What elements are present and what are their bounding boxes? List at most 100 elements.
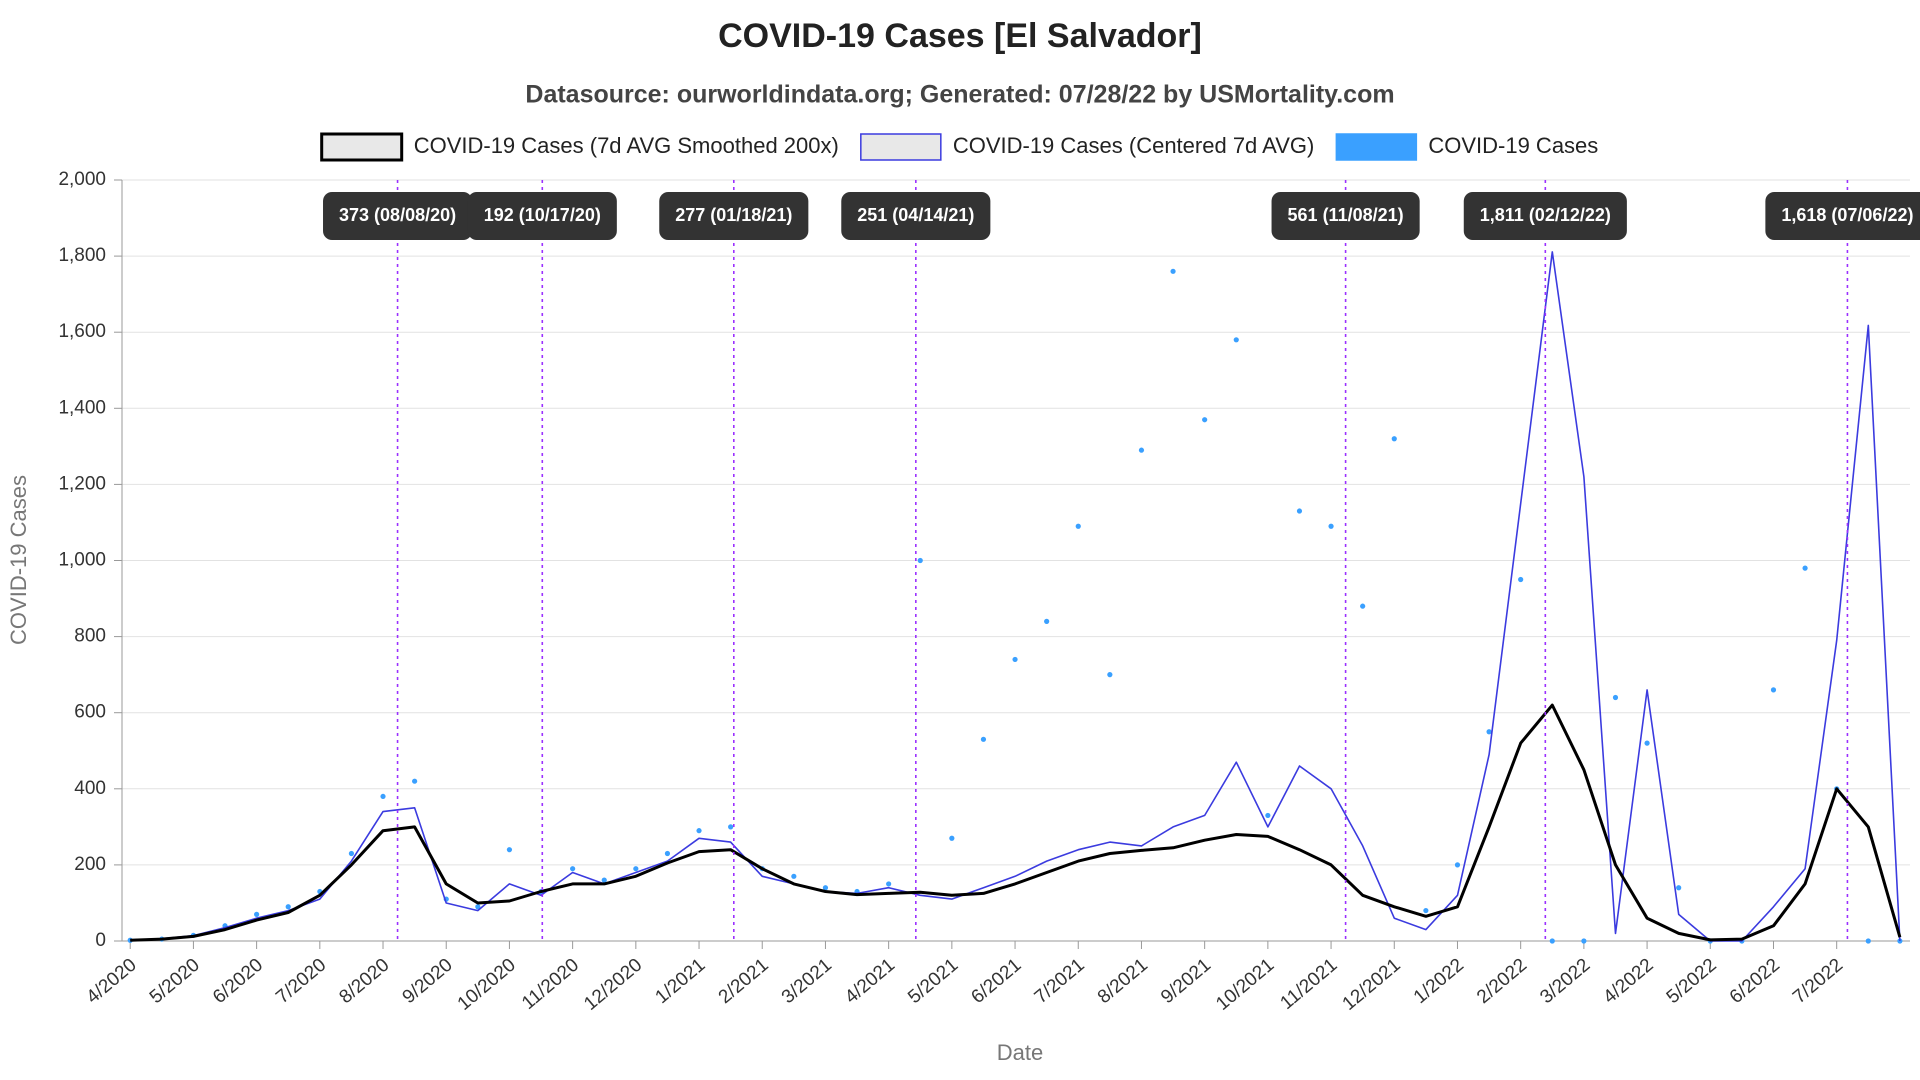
data-point [1360,603,1366,609]
y-tick-label: 1,800 [58,245,106,266]
legend-label: COVID-19 Cases [1428,133,1598,158]
data-point [1454,862,1461,868]
annotation: 277 (01/18/21) [659,192,809,240]
annotation-box [1271,192,1420,240]
annotation-box [841,192,991,240]
data-point [1612,694,1619,701]
x-tick-label: 11/2021 [1276,955,1341,1014]
legend-swatch [1335,133,1418,161]
data-point [254,911,260,917]
annotation-label: 251 (04/14/21) [857,205,974,225]
data-point [1581,938,1587,944]
x-tick-label: 5/2020 [146,955,204,1008]
x-tick-label: 3/2021 [778,955,836,1008]
data-point [886,881,892,887]
x-tick-label: 7/2021 [1031,955,1089,1008]
data-point [285,904,291,910]
annotation-box [467,192,617,240]
annotation-box [1463,192,1627,240]
legend: COVID-19 Cases (7d AVG Smoothed 200x) COV… [320,132,1598,162]
data-point [1265,812,1271,819]
x-tick-label: 4/2022 [1599,955,1657,1008]
data-point [822,885,829,891]
annotation: 192 (10/17/20) [467,192,617,240]
data-point [348,850,355,857]
annotation: 561 (11/08/21) [1271,192,1420,240]
data-point [1486,729,1492,735]
y-tick-label: 1,400 [58,397,106,418]
y-tick-label: 1,600 [58,321,106,342]
annotation-label: 277 (01/18/21) [675,205,792,225]
series-line [130,703,1902,942]
data-point [728,824,734,830]
y-tick-label: 1,000 [58,550,106,571]
annotation: 251 (04/14/21) [841,192,991,240]
annotation-label: 561 (11/08/21) [1288,205,1404,225]
annotation-label: 373 (08/08/20) [339,205,456,225]
data-point [1518,576,1524,583]
x-tick-label: 8/2021 [1094,955,1152,1008]
annotation: 373 (08/08/20) [323,192,473,240]
data-point [1202,417,1208,423]
x-tick-label: 9/2020 [399,955,457,1008]
legend-swatch [860,133,942,161]
x-tick-label: 3/2022 [1536,955,1594,1008]
chart-subtitle: Datasource: ourworldindata.org; Generate… [525,81,1394,109]
data-point [791,873,797,879]
x-tick-label: 10/2020 [454,955,520,1015]
data-point [917,557,923,564]
data-point [1012,656,1018,663]
x-tick-label: 12/2020 [580,955,646,1015]
y-tick-label: 200 [74,854,106,875]
x-tick-label: 1/2022 [1410,955,1468,1008]
data-point [1296,508,1303,514]
y-tick-label: 400 [74,778,106,799]
data-point [633,866,639,872]
annotation: 1,618 (07/06/22) [1765,192,1920,240]
x-tick-label: 6/2020 [209,955,267,1008]
data-point [1423,907,1429,914]
data-point [1170,268,1176,274]
x-tick-label: 4/2020 [83,955,141,1008]
data-point [506,847,513,853]
x-tick-label: 12/2021 [1339,955,1405,1015]
x-tick-label: 2/2022 [1473,955,1531,1008]
y-tick-label: 2,000 [58,169,106,190]
data-point [601,877,607,883]
x-tick-label: 4/2021 [841,955,899,1008]
data-point [1044,618,1050,624]
annotation: 1,811 (02/12/22) [1463,192,1627,240]
data-point [1644,740,1650,746]
x-tick-label: 6/2022 [1726,955,1784,1008]
data-point [1075,523,1081,529]
legend-label: COVID-19 Cases (Centered 7d AVG) [953,133,1315,158]
x-tick-label: 11/2020 [518,955,583,1014]
data-point [1328,523,1334,529]
data-point [570,866,576,872]
annotation-label: 1,618 (07/06/22) [1781,205,1913,225]
data-point [1802,565,1808,571]
annotation-label: 1,811 (02/12/22) [1480,205,1611,225]
data-point [1676,885,1682,891]
x-tick-label: 6/2021 [967,955,1025,1008]
data-point [1865,938,1871,944]
y-axis-label: COVID-19 Cases [6,475,31,645]
chart-title: COVID-19 Cases [El Salvador] [718,17,1202,55]
data-point [1233,337,1239,343]
data-point [980,736,987,742]
x-tick-label: 7/2020 [272,955,330,1008]
series-line [130,251,1901,942]
data-point [380,793,386,800]
legend-swatch [320,132,404,162]
annotation-box [323,192,473,240]
data-point [1770,687,1777,693]
x-tick-label: 5/2021 [904,955,962,1008]
x-tick-label: 1/2021 [651,955,709,1008]
data-point [949,835,955,841]
y-tick-label: 0 [95,930,106,951]
y-tick-label: 600 [74,702,106,723]
x-tick-label: 8/2020 [335,955,393,1008]
data-point [412,778,418,784]
y-tick-label: 1,200 [58,473,106,494]
